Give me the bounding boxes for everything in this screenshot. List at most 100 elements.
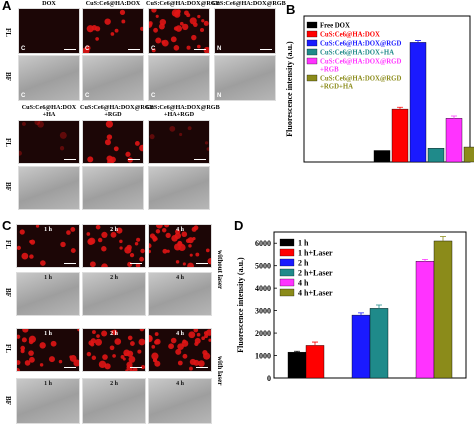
legend-entry: 2 h (279, 259, 309, 268)
image-tag: N (217, 93, 222, 99)
time-label: 2 h (110, 381, 118, 387)
legend-entry: Free DOX (306, 21, 350, 30)
svg-text:4 h+Laser: 4 h+Laser (298, 289, 333, 298)
error-bar (397, 106, 403, 110)
y-tick-label: 4000 (255, 284, 271, 293)
svg-text:1 h+Laser: 1 h+Laser (298, 249, 333, 258)
y-tick-label: 6000 (255, 239, 271, 248)
row-label-fl: FL (4, 344, 12, 353)
bar (433, 240, 453, 379)
bar (463, 146, 474, 163)
bar (369, 308, 389, 379)
column-head: CuS:Ce6@HA:DOX@RGB (212, 0, 286, 7)
y-tick-label: 2000 (255, 329, 271, 338)
bf-image: C (148, 55, 210, 101)
time-label: 4 h (176, 331, 184, 337)
fl-image (148, 120, 210, 164)
time-label: 4 h (176, 275, 184, 281)
legend-entry: 4 h (279, 279, 309, 288)
y-tick-label: 3000 (255, 307, 271, 316)
image-tag: C (21, 46, 26, 52)
row-label-bf: BF (4, 396, 12, 405)
image-tag: C (151, 93, 156, 99)
svg-text:+RGB: +RGB (320, 67, 339, 74)
bar (351, 314, 371, 379)
error-bar (440, 236, 446, 241)
legend-entry: 4 h+Laser (279, 289, 333, 298)
panel-label-c: C (2, 218, 12, 233)
image-tag: C (21, 93, 26, 99)
legend-entry: CuS:Ce6@HA:DOX@RGD (306, 39, 401, 48)
chart-d: 0 1000 2000 3000 4000 5000 6000 Fluorescence in… (236, 231, 467, 383)
fl-image: 4 h (148, 224, 212, 268)
svg-text:CuS:Ce6@HA:DOX@RGD: CuS:Ce6@HA:DOX@RGD (320, 76, 401, 83)
y-tick-label: 1000 (255, 352, 271, 361)
image-tag: C (85, 93, 90, 99)
legend-entry: 1 h+Laser (279, 249, 333, 258)
side-label-without-laser: without laser (216, 250, 224, 290)
bar (391, 108, 409, 163)
error-bar (312, 341, 318, 346)
time-label: 2 h (110, 227, 118, 233)
column-head: CuS:Ce6@HA:DOX@RGB +HA+RGD (146, 104, 220, 118)
error-bar (358, 312, 364, 316)
bf-image (82, 166, 144, 210)
time-label: 4 h (176, 381, 184, 387)
bar (305, 345, 325, 379)
legend-entry: 1 h (279, 239, 309, 248)
time-label: 1 h (44, 275, 52, 281)
svg-text:CuS:Ce6@HA:DOX@RGD: CuS:Ce6@HA:DOX@RGD (320, 59, 401, 66)
panel-label-d: D (234, 218, 244, 233)
svg-text:2 h: 2 h (298, 259, 309, 268)
y-tick-label: 5000 (255, 262, 271, 271)
legend-entry: CuS:Ce6@HA:DOX@RGD+RGB (306, 57, 401, 74)
panel-label-b: B (286, 2, 296, 17)
column-head: CuS:Ce6@HA:DOX (85, 0, 141, 7)
error-bar (422, 259, 428, 262)
svg-text:CuS:Ce6@HA:DOX: CuS:Ce6@HA:DOX (320, 32, 380, 39)
svg-text:2 h+Laser: 2 h+Laser (298, 269, 333, 278)
bf-image: 4 h (148, 378, 212, 424)
bar (445, 118, 463, 163)
row-label-fl: FL (4, 240, 12, 249)
row-label-bf: BF (4, 288, 12, 297)
bf-image: N (214, 55, 276, 101)
svg-text:4 h: 4 h (298, 279, 309, 288)
bar (415, 261, 435, 379)
time-label: 1 h (44, 331, 52, 337)
row-label-fl: FL (4, 28, 12, 37)
column-head: CuS:Ce6@HA:DOX@RGB +RGD (80, 104, 154, 118)
fl-image: N (214, 8, 276, 54)
svg-text:1 h: 1 h (298, 239, 309, 248)
column-head: DOX (42, 0, 56, 7)
bf-image (148, 166, 210, 210)
panel-label-a: A (2, 0, 12, 13)
legend-entry: CuS:Ce6@HA:DOX+HA (306, 48, 394, 57)
svg-text:Free DOX: Free DOX (320, 23, 350, 30)
row-label-fl: FL (4, 138, 12, 147)
chart-b: Fluorescence intensity (a.u.) Free DOX CuS… (285, 15, 474, 163)
bar (287, 351, 307, 379)
legend-entry: CuS:Ce6@HA:DOX@RGD+RGD+HA (306, 74, 401, 91)
fl-image: 1 h (16, 328, 80, 372)
image-tag: C (151, 46, 156, 52)
error-bar (415, 40, 421, 43)
bf-image: C (82, 55, 144, 101)
row-label-bf: BF (4, 72, 12, 81)
time-label: 4 h (176, 227, 184, 233)
fl-image: 2 h (82, 328, 146, 372)
row-label-bf: BF (4, 182, 12, 191)
fl-image: C (18, 8, 80, 54)
svg-text:+RGD+HA: +RGD+HA (320, 84, 353, 91)
svg-text:CuS:Ce6@HA:DOX@RGD: CuS:Ce6@HA:DOX@RGD (320, 41, 401, 48)
bf-image: 4 h (148, 272, 212, 316)
image-tag: C (85, 46, 90, 52)
bf-image: 2 h (82, 272, 146, 316)
fl-image: 1 h (16, 224, 80, 268)
bf-image: 1 h (16, 378, 80, 424)
bf-image: C (18, 55, 80, 101)
error-bar (376, 304, 382, 309)
time-label: 2 h (110, 275, 118, 281)
svg-text:CuS:Ce6@HA:DOX+HA: CuS:Ce6@HA:DOX+HA (320, 50, 394, 57)
bf-image: 2 h (82, 378, 146, 424)
